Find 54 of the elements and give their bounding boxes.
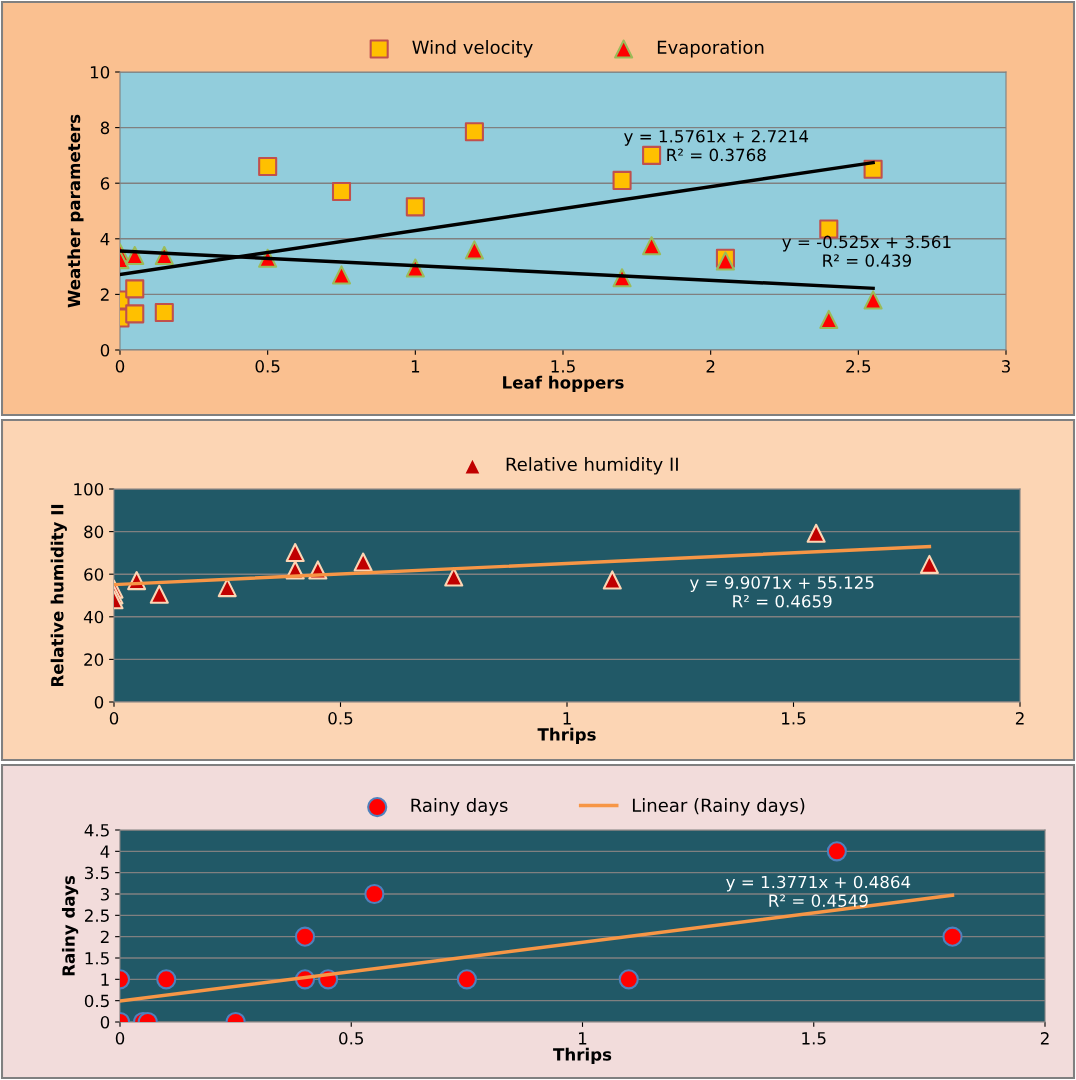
x-tick-label: 2.5	[846, 360, 871, 373]
x-tick-label: 0.5	[328, 712, 353, 725]
y-tick-label: 4	[100, 232, 110, 246]
annotation: y = -0.525x + 3.561 R² = 0.439	[782, 235, 951, 267]
y-tick-label: 40	[83, 610, 104, 624]
y-tick-label: 1.5	[85, 952, 109, 965]
y-tick-label: 2	[100, 930, 109, 943]
y-axis-title: Rainy days	[61, 875, 79, 976]
x-axis-title: Leaf hoppers	[503, 375, 624, 392]
y-tick-label: 3	[100, 887, 109, 901]
y-tick-label: 0	[100, 1015, 110, 1029]
y-tick-label: 0	[94, 695, 104, 709]
x-tick-label: 0	[115, 1032, 125, 1045]
y-tick-label: 2	[100, 288, 109, 301]
x-tick-label: 1	[411, 360, 420, 373]
legend-label: Evaporation	[657, 40, 764, 58]
x-axis-title: Thrips	[553, 1047, 612, 1064]
x-tick-label: 1	[563, 712, 571, 725]
y-tick-label: 10	[90, 65, 110, 79]
y-tick-label: 6	[100, 177, 110, 190]
x-tick-label: 1.5	[551, 360, 575, 373]
legend-label: Wind velocity	[412, 40, 533, 58]
x-tick-label: 3	[1001, 360, 1010, 373]
legend-label: Relative humidity II	[506, 457, 678, 475]
y-axis-title: Relative humidity II	[50, 504, 67, 687]
annotation: y = 1.5761x + 2.7214 R² = 0.3768	[624, 129, 809, 162]
x-tick-label: 0	[115, 360, 125, 373]
annotation: y = 9.9071x + 55.125 R² = 0.4659	[689, 576, 874, 608]
y-tick-label: 8	[100, 121, 110, 135]
x-tick-label: 1.5	[782, 712, 806, 725]
y-axis-title: Weather parameters	[67, 114, 84, 308]
y-tick-label: 1	[101, 973, 109, 986]
x-axis-title: Thrips	[537, 727, 596, 744]
y-tick-label: 4.5	[84, 824, 109, 837]
x-tick-label: 0.5	[255, 360, 280, 373]
y-tick-label: 0	[100, 343, 110, 357]
x-tick-label: 2	[706, 360, 715, 373]
legend-label: Rainy days	[411, 798, 508, 816]
legend-label: Linear (Rainy days)	[632, 798, 805, 816]
annotation: y = 1.3771x + 0.4864 R² = 0.4549	[726, 875, 911, 907]
x-tick-label: 2	[1040, 1032, 1049, 1045]
x-tick-label: 1.5	[802, 1032, 826, 1045]
x-tick-label: 0	[109, 712, 119, 725]
y-tick-label: 4	[100, 845, 110, 858]
y-tick-label: 100	[74, 482, 104, 496]
x-tick-label: 0.5	[339, 1032, 364, 1045]
y-tick-label: 3.5	[85, 866, 109, 880]
y-tick-label: 2.5	[84, 909, 109, 922]
y-tick-label: 0.5	[84, 994, 109, 1008]
x-tick-label: 2	[1015, 712, 1024, 725]
y-tick-label: 60	[84, 568, 104, 581]
x-tick-label: 1	[579, 1032, 587, 1045]
y-tick-label: 80	[84, 525, 104, 539]
y-tick-label: 20	[84, 653, 104, 666]
